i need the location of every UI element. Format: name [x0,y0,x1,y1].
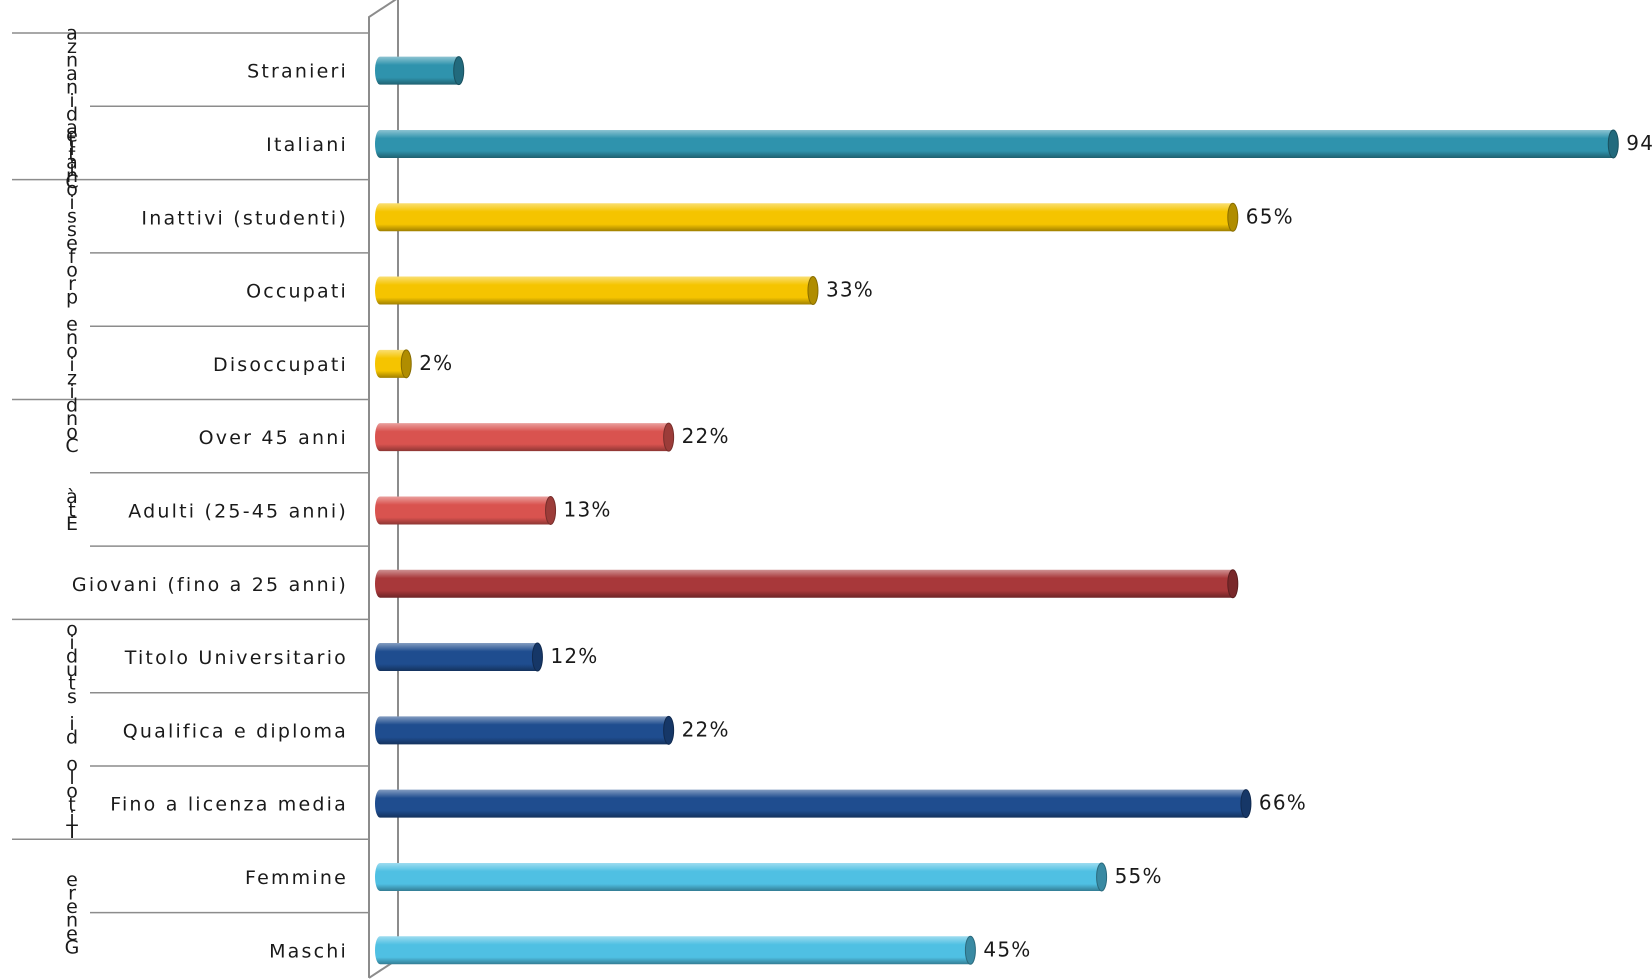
value-label: 55% [1115,864,1163,888]
bar [375,129,1619,159]
bar [375,276,819,306]
bar [375,569,1239,599]
value-label: 65% [1246,204,1294,228]
category-label: Qualifica e diploma [123,720,348,742]
bar [375,202,1239,232]
labels-layer: a z n a n i d a t t i Ce l a n o i s s e f o r p e n o i z i d n o C à t E o… [65,22,1652,962]
category-label: Stranieri [247,61,348,83]
value-label: 33% [826,278,874,302]
value-label: 45% [983,937,1031,961]
value-label: 2% [419,351,453,375]
category-label: Occupati [246,281,348,303]
bar [375,935,976,965]
value-label: 12% [550,644,598,668]
bar [375,56,465,86]
bar [375,495,557,525]
bar [375,642,543,672]
category-label: Femmine [245,867,348,889]
category-label: Maschi [269,940,348,962]
bar [375,349,412,379]
category-label: Titolo Universitario [124,647,348,669]
value-label: 13% [564,497,612,521]
value-label: 66% [1259,791,1307,815]
value-label: 22% [682,717,730,741]
category-label: Disoccupati [213,354,348,376]
axis-layer [12,0,399,979]
bar [375,422,675,452]
bar [375,862,1108,892]
category-label: Inattivi (studenti) [141,207,348,229]
category-label: Italiani [266,134,348,156]
category-label: Giovani (fino a 25 anni) [72,574,348,596]
value-label: 94% [1626,131,1652,155]
category-label: Over 45 anni [199,427,348,449]
value-label: 22% [682,424,730,448]
category-label: Fino a licenza media [110,794,348,816]
bars-layer [375,56,1619,965]
bar [375,789,1252,819]
category-label: Adulti (25-45 anni) [128,500,348,522]
bar [375,715,675,745]
